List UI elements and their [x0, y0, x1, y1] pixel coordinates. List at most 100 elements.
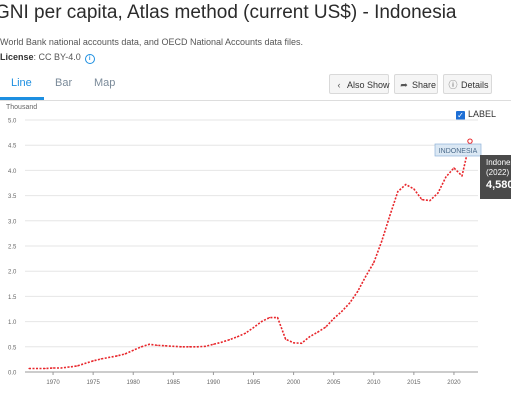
source-note: World Bank national accounts data, and O…: [0, 37, 304, 47]
y-tick-label: 1.0: [8, 320, 17, 326]
data-point: [204, 345, 206, 347]
y-tick-label: 5.0: [8, 119, 17, 125]
data-point: [28, 367, 30, 370]
tab-bar[interactable]: Bar: [55, 77, 73, 89]
highlighted-data-point: [467, 138, 473, 144]
tab-line[interactable]: Line: [11, 77, 32, 89]
share-button[interactable]: ➦ Share: [394, 74, 438, 94]
x-tick-label: 1995: [247, 380, 261, 386]
data-point: [341, 310, 343, 313]
data-point: [309, 336, 311, 338]
license-value: : CC BY-4.0: [33, 52, 81, 62]
data-point: [325, 326, 327, 328]
series-line-indonesia: [29, 141, 471, 370]
license-label: License: [0, 52, 34, 62]
data-point: [180, 346, 182, 348]
data-point: [212, 343, 215, 345]
data-point: [44, 367, 46, 370]
x-tick-label: 2020: [447, 380, 461, 386]
data-point: [68, 366, 70, 368]
y-tick-label: 3.5: [8, 194, 17, 200]
details-label: Details: [461, 80, 489, 90]
x-tick-label: 2015: [407, 380, 421, 386]
series-label-box: [434, 143, 482, 157]
data-point: [148, 343, 150, 345]
data-point: [236, 336, 239, 338]
share-icon: ➦: [400, 80, 408, 90]
active-tab-indicator: [0, 97, 44, 100]
data-point: [405, 183, 407, 186]
x-tick-label: 1970: [46, 380, 60, 386]
data-point: [228, 339, 231, 341]
chart-tab-bar: Line Bar Map: [0, 70, 511, 101]
data-point: [132, 349, 134, 351]
data-point: [52, 367, 54, 369]
data-point: [188, 346, 190, 348]
data-point: [317, 331, 319, 333]
data-point: [357, 290, 359, 292]
y-tick-label: 2.0: [8, 270, 17, 276]
x-tick-label: 1985: [167, 380, 181, 386]
data-point: [108, 356, 110, 358]
data-point: [365, 275, 367, 277]
checkmark-icon[interactable]: ✓: [456, 111, 465, 120]
data-point: [36, 367, 38, 370]
data-point: [453, 167, 455, 169]
x-tick-label: 2010: [367, 380, 381, 386]
series-label-text: INDONESIA: [439, 148, 478, 155]
data-point: [100, 358, 102, 360]
chevron-left-icon: ‹: [337, 80, 341, 90]
data-point: [373, 262, 375, 264]
data-point: [461, 175, 463, 177]
label-toggle[interactable]: ✓ LABEL: [456, 109, 496, 120]
data-point: [284, 338, 287, 340]
share-label: Share: [412, 80, 437, 90]
info-circle-icon[interactable]: i: [84, 54, 95, 64]
data-point: [76, 365, 78, 367]
data-point: [276, 316, 279, 319]
data-point: [429, 200, 431, 202]
data-point: [421, 199, 423, 201]
y-tick-label: 0.0: [8, 371, 17, 377]
tooltip-year: (2022): [486, 168, 510, 177]
info-icon: ⓘ: [448, 80, 458, 90]
x-tick-label: 2000: [287, 380, 301, 386]
data-point: [445, 176, 447, 178]
x-tick-label: 1975: [86, 380, 100, 386]
data-point: [244, 332, 247, 334]
y-tick-label: 4.0: [8, 169, 17, 175]
label-toggle-text: LABEL: [468, 109, 497, 119]
data-point: [60, 367, 62, 369]
data-point: [397, 190, 399, 193]
x-tick-label: 1980: [127, 380, 141, 386]
license-line: License: CC BY-4.0 i: [0, 52, 95, 64]
data-point: [268, 316, 271, 319]
also-show-button[interactable]: ‹ Also Show: [329, 74, 390, 94]
y-tick-label: 1.5: [8, 295, 17, 301]
details-button[interactable]: ⓘ Details: [443, 74, 492, 94]
data-point: [413, 188, 415, 190]
data-point: [172, 345, 174, 347]
tab-map[interactable]: Map: [94, 77, 116, 89]
data-point: [124, 353, 126, 355]
data-point: [92, 360, 94, 362]
data-point: [116, 355, 118, 357]
y-tick-label: 0.5: [8, 345, 17, 351]
also-show-label: Also Show: [347, 80, 390, 90]
tooltip-country: Indonesia: [486, 158, 511, 167]
data-point: [156, 344, 158, 346]
y-tick-label: 3.0: [8, 219, 17, 225]
data-point: [220, 341, 223, 343]
y-tick-label: 2.5: [8, 245, 17, 251]
data-point: [349, 302, 351, 304]
data-point: [260, 321, 263, 323]
tooltip-value: 4,580: [486, 179, 511, 191]
page-title: GNI per capita, Atlas method (current US…: [0, 2, 457, 23]
data-point: [292, 342, 295, 344]
y-tick-label: 4.5: [8, 144, 17, 150]
x-tick-label: 2005: [327, 380, 341, 386]
data-point: [140, 346, 142, 348]
data-point: [164, 345, 166, 347]
data-tooltip: Indonesia (2022) 4,580: [480, 155, 511, 199]
